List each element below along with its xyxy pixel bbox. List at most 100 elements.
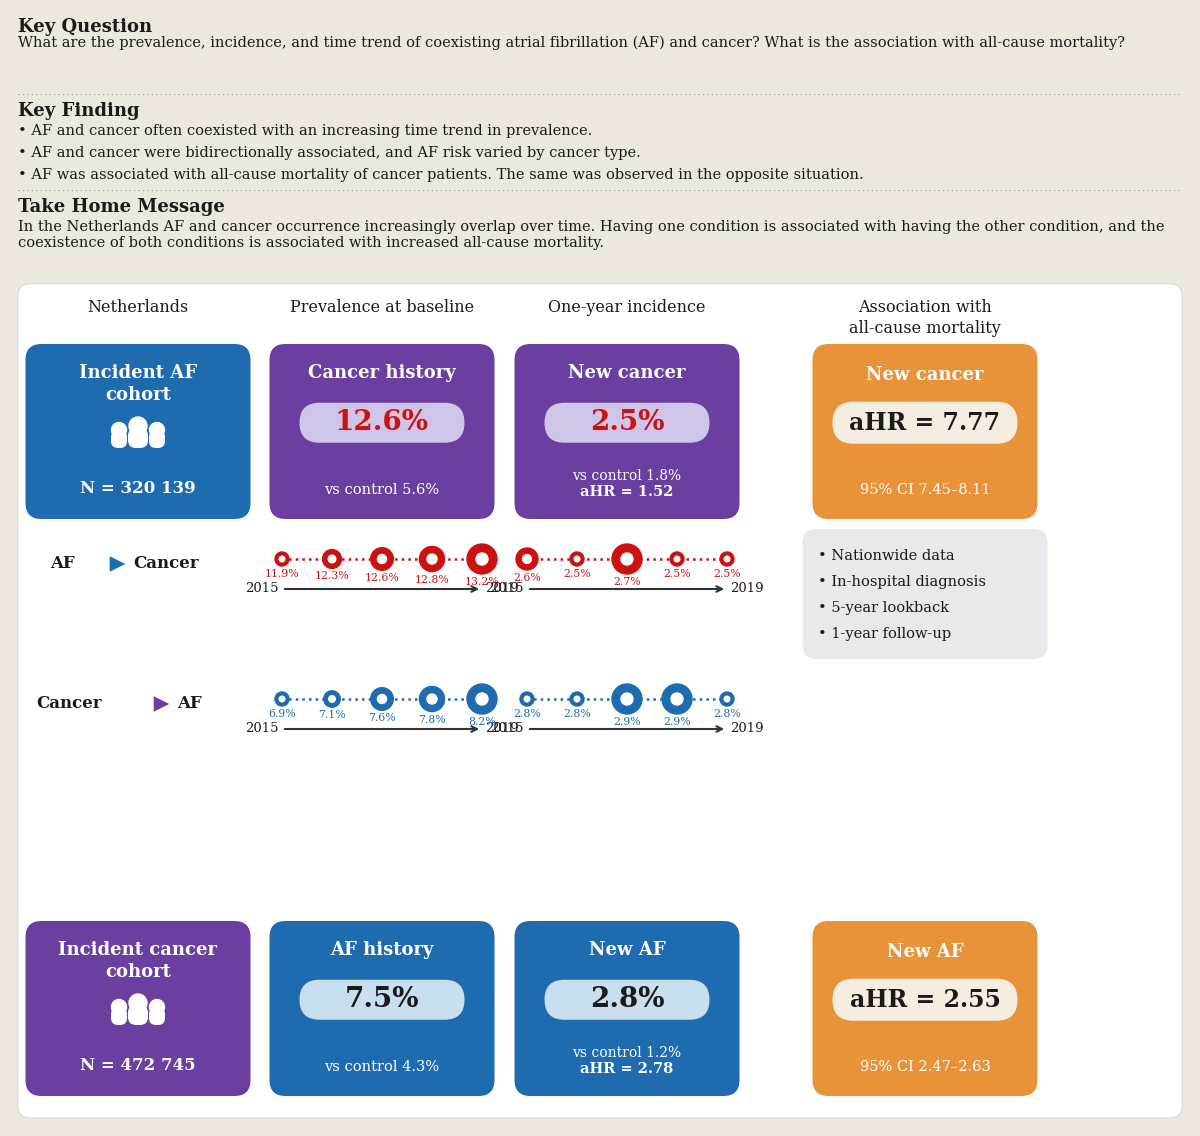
Circle shape: [612, 684, 642, 715]
Text: 2019: 2019: [730, 722, 763, 735]
Circle shape: [150, 423, 164, 437]
Circle shape: [275, 692, 289, 705]
Text: In the Netherlands AF and cancer occurrence increasingly overlap over time. Havi: In the Netherlands AF and cancer occurre…: [18, 220, 1164, 250]
Text: Cancer history: Cancer history: [308, 364, 456, 382]
FancyBboxPatch shape: [812, 344, 1038, 519]
Circle shape: [378, 694, 386, 703]
FancyBboxPatch shape: [812, 921, 1038, 1096]
Text: AF: AF: [50, 556, 74, 573]
Circle shape: [112, 1000, 126, 1014]
Text: 95% CI 7.45–8.11: 95% CI 7.45–8.11: [859, 483, 990, 498]
Circle shape: [622, 693, 634, 705]
FancyBboxPatch shape: [270, 344, 494, 519]
Text: Key Question: Key Question: [18, 18, 152, 36]
FancyBboxPatch shape: [25, 921, 251, 1096]
Text: Cancer: Cancer: [133, 556, 199, 573]
FancyBboxPatch shape: [833, 979, 1018, 1021]
Text: aHR = 1.52: aHR = 1.52: [581, 485, 673, 499]
Text: • AF and cancer often coexisted with an increasing time trend in prevalence.: • AF and cancer often coexisted with an …: [18, 124, 593, 137]
FancyBboxPatch shape: [270, 921, 494, 1096]
Text: 2.5%: 2.5%: [664, 569, 691, 579]
Text: Key Finding: Key Finding: [18, 102, 139, 120]
Text: vs control 1.8%: vs control 1.8%: [572, 469, 682, 483]
FancyBboxPatch shape: [803, 529, 1048, 659]
Text: 7.5%: 7.5%: [344, 986, 419, 1013]
Text: 2.7%: 2.7%: [613, 577, 641, 587]
Circle shape: [371, 548, 394, 570]
Text: aHR = 2.78: aHR = 2.78: [581, 1062, 673, 1076]
Text: 2.5%: 2.5%: [713, 569, 740, 579]
FancyBboxPatch shape: [149, 1006, 166, 1025]
Text: 2019: 2019: [485, 722, 518, 735]
Text: 95% CI 2.47–2.63: 95% CI 2.47–2.63: [859, 1060, 990, 1074]
Text: • AF was associated with all-cause mortality of cancer patients. The same was ob: • AF was associated with all-cause morta…: [18, 168, 864, 182]
Text: 12.6%: 12.6%: [365, 574, 400, 583]
Text: 8.2%: 8.2%: [468, 717, 496, 727]
Text: vs control 4.3%: vs control 4.3%: [324, 1060, 439, 1074]
Circle shape: [467, 544, 497, 574]
Circle shape: [329, 556, 336, 562]
Circle shape: [371, 687, 394, 710]
Text: One-year incidence: One-year incidence: [548, 299, 706, 316]
Text: 2015: 2015: [246, 583, 278, 595]
Circle shape: [112, 423, 126, 437]
FancyBboxPatch shape: [515, 344, 739, 519]
Text: New AF: New AF: [589, 941, 665, 959]
Text: 2.5%: 2.5%: [589, 409, 665, 436]
Circle shape: [575, 557, 580, 562]
Text: 2015: 2015: [246, 722, 278, 735]
Text: • 1-year follow-up: • 1-year follow-up: [818, 627, 952, 641]
Text: 2.6%: 2.6%: [514, 573, 541, 583]
FancyBboxPatch shape: [25, 344, 251, 519]
Circle shape: [467, 684, 497, 715]
Text: 7.1%: 7.1%: [318, 710, 346, 720]
Circle shape: [516, 548, 538, 570]
Circle shape: [570, 692, 584, 705]
FancyBboxPatch shape: [128, 428, 148, 448]
FancyBboxPatch shape: [18, 284, 1182, 1118]
Circle shape: [420, 546, 444, 571]
Circle shape: [524, 696, 530, 702]
Text: • 5-year lookback: • 5-year lookback: [818, 601, 949, 615]
Circle shape: [420, 686, 444, 711]
Circle shape: [130, 994, 148, 1012]
Text: Incident cancer
cohort: Incident cancer cohort: [59, 941, 217, 982]
Circle shape: [427, 554, 437, 563]
Circle shape: [612, 544, 642, 574]
Text: • In-hospital diagnosis: • In-hospital diagnosis: [818, 575, 986, 588]
Text: N = 320 139: N = 320 139: [80, 481, 196, 498]
FancyBboxPatch shape: [149, 431, 166, 448]
Text: 12.3%: 12.3%: [314, 571, 349, 582]
Text: 2.8%: 2.8%: [563, 709, 590, 719]
FancyBboxPatch shape: [545, 979, 709, 1020]
Text: New cancer: New cancer: [866, 366, 984, 384]
Text: Association with
all-cause mortality: Association with all-cause mortality: [850, 299, 1001, 337]
Text: 2.8%: 2.8%: [713, 709, 740, 719]
FancyBboxPatch shape: [515, 921, 739, 1096]
Text: New AF: New AF: [887, 943, 964, 961]
Text: 2019: 2019: [730, 583, 763, 595]
Text: 7.6%: 7.6%: [368, 713, 396, 724]
Circle shape: [674, 557, 679, 562]
FancyBboxPatch shape: [545, 403, 709, 443]
Text: AF history: AF history: [330, 941, 433, 959]
Circle shape: [720, 692, 734, 705]
Text: 12.6%: 12.6%: [335, 409, 430, 436]
Circle shape: [725, 557, 730, 562]
Circle shape: [130, 417, 148, 435]
Circle shape: [670, 552, 684, 566]
Text: vs control 5.6%: vs control 5.6%: [324, 483, 439, 498]
Circle shape: [280, 696, 284, 702]
Text: 2.8%: 2.8%: [514, 709, 541, 719]
Circle shape: [476, 553, 488, 565]
Circle shape: [720, 552, 734, 566]
Text: • AF and cancer were bidirectionally associated, and AF risk varied by cancer ty: • AF and cancer were bidirectionally ass…: [18, 147, 641, 160]
Circle shape: [329, 695, 335, 702]
Text: Incident AF
cohort: Incident AF cohort: [79, 364, 197, 404]
Circle shape: [725, 696, 730, 702]
Text: AF: AF: [178, 695, 202, 712]
Circle shape: [150, 1000, 164, 1014]
Text: aHR = 2.55: aHR = 2.55: [850, 987, 1001, 1012]
Text: New cancer: New cancer: [569, 364, 685, 382]
Circle shape: [427, 694, 437, 704]
